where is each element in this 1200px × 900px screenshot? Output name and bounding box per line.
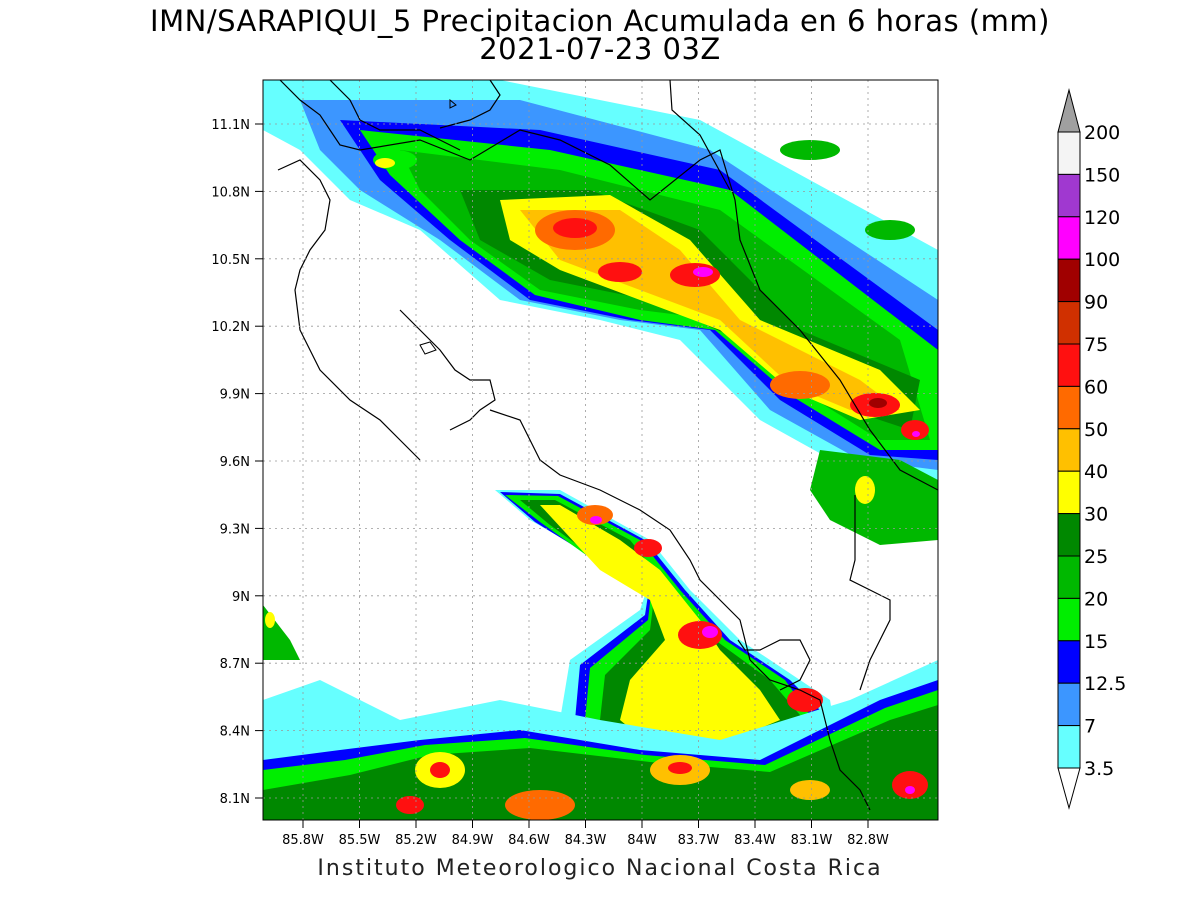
gridlines — [263, 80, 938, 820]
legend-swatch — [1057, 216, 1081, 260]
legend-level-label: 75 — [1084, 334, 1108, 356]
legend-swatch — [1057, 428, 1081, 472]
legend-swatch — [1057, 173, 1081, 218]
lon-tick-label: 83.7W — [678, 833, 720, 848]
legend-swatch — [1057, 470, 1081, 515]
lat-tick-label: 8.7N — [220, 657, 250, 672]
legend-swatch — [1057, 385, 1081, 430]
lon-tick-label: 84.6W — [508, 833, 550, 848]
legend-swatch — [1057, 682, 1081, 727]
legend-swatch — [1057, 555, 1081, 599]
legend-level-label: 120 — [1084, 207, 1120, 229]
lon-tick-label: 83.4W — [734, 833, 776, 848]
rain-band-north — [263, 80, 938, 545]
lat-tick-label: 9.3N — [220, 522, 250, 537]
lon-tick-label: 85.2W — [395, 833, 437, 848]
lon-tick-label: 84W — [627, 833, 657, 848]
legend-level-label: 100 — [1084, 249, 1120, 271]
lon-tick-label: 84.3W — [565, 833, 607, 848]
legend-bottom-arrow — [1057, 767, 1081, 810]
lat-tick-label: 10.8N — [211, 185, 250, 200]
map-valid-time: 2021-07-23 03Z — [479, 32, 721, 66]
rain-band-south — [263, 605, 938, 820]
lon-tick-label: 84.9W — [452, 833, 494, 848]
lat-tick-label: 10.5N — [211, 253, 250, 268]
legend-swatch — [1057, 513, 1081, 557]
legend-swatch — [1057, 343, 1081, 387]
legend-level-label: 60 — [1084, 376, 1108, 398]
lat-tick-label: 11.1N — [211, 118, 250, 133]
lat-tick-label: 9.9N — [220, 388, 250, 403]
legend-level-label: 150 — [1084, 164, 1120, 186]
legend-swatch — [1057, 258, 1081, 303]
lat-tick-label: 8.1N — [220, 792, 250, 807]
lon-tick-label: 83.1W — [791, 833, 833, 848]
map-frame — [262, 79, 939, 821]
legend-level-label: 50 — [1084, 419, 1108, 441]
coastlines — [277, 80, 938, 811]
legend-top-arrow — [1057, 88, 1081, 133]
lon-tick-label: 85.5W — [339, 833, 381, 848]
legend-level-label: 90 — [1084, 292, 1108, 314]
legend-swatch — [1057, 131, 1081, 175]
lon-tick-label: 82.8W — [847, 833, 889, 848]
precipitation-legend: 200 150 120 100 90 75 60 50 40 30 25 20 15 12.5 7 3.5 — [1057, 88, 1126, 810]
legend-level-label: 40 — [1084, 461, 1108, 483]
legend-level-label: 25 — [1084, 546, 1108, 568]
island-outline — [419, 341, 437, 355]
legend-level-label: 12.5 — [1084, 673, 1126, 695]
legend-level-label: 3.5 — [1084, 758, 1114, 780]
legend-level-label: 20 — [1084, 588, 1108, 610]
legend-swatch — [1057, 597, 1081, 642]
lat-tick-label: 9N — [232, 590, 250, 605]
legend-swatch — [1057, 301, 1081, 345]
legend-level-label: 15 — [1084, 631, 1108, 653]
precipitation-field — [263, 80, 938, 820]
axis-ticks: 11.1N 10.8N 10.5N 10.2N 9.9N 9.6N 9.3N 9N 8.7N 8.… — [211, 118, 889, 848]
lat-tick-label: 9.6N — [220, 455, 250, 470]
legend-level-label: 7 — [1084, 716, 1096, 738]
legend-level-label: 200 — [1084, 122, 1120, 144]
map-title: IMN/SARAPIQUI_5 Precipitacion Acumulada … — [150, 4, 1050, 38]
island-outline — [449, 98, 457, 109]
legend-swatch — [1057, 640, 1081, 684]
lat-tick-label: 10.2N — [211, 320, 250, 335]
legend-swatch — [1057, 725, 1081, 769]
lat-tick-label: 8.4N — [220, 725, 250, 740]
lon-tick-label: 85.8W — [282, 833, 324, 848]
legend-level-label: 30 — [1084, 504, 1108, 526]
footer-credit: Instituto Meteorologico Nacional Costa R… — [317, 856, 883, 881]
